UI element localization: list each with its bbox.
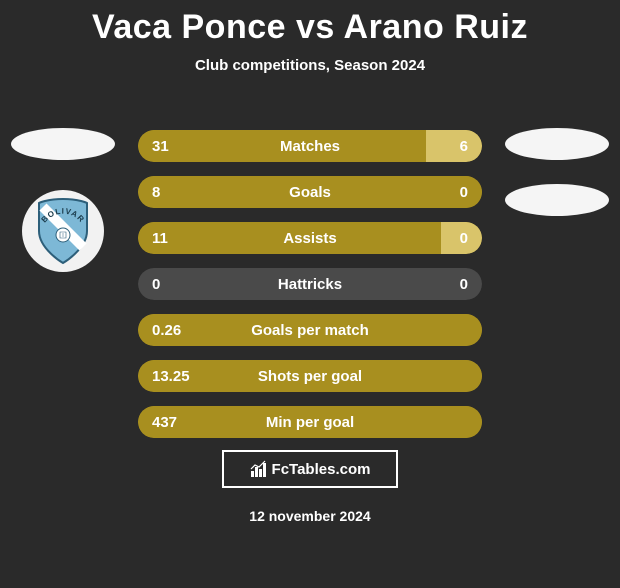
stat-row: 0.26Goals per match <box>138 314 482 346</box>
subtitle: Club competitions, Season 2024 <box>0 57 620 74</box>
bar-chart-icon <box>250 460 268 478</box>
stat-label: Min per goal <box>138 414 482 431</box>
page-title: Vaca Ponce vs Arano Ruiz <box>0 8 620 47</box>
team-logo-ellipse <box>11 128 115 160</box>
branding-text: FcTables.com <box>272 461 371 478</box>
stat-label: Hattricks <box>138 276 482 293</box>
vs-separator: vs <box>296 8 335 46</box>
footer-date: 12 november 2024 <box>0 508 620 524</box>
player2-name: Arano Ruiz <box>344 8 528 46</box>
stat-label: Assists <box>138 230 482 247</box>
right-team-logos <box>502 128 612 216</box>
stat-rows-container: 316Matches 80Goals 110Assists 00Hattricks 0.… <box>138 130 482 438</box>
stat-label: Matches <box>138 138 482 155</box>
branding-box: FcTables.com <box>222 450 398 488</box>
stat-row: 00Hattricks <box>138 268 482 300</box>
stat-row: 13.25Shots per goal <box>138 360 482 392</box>
team-logo-ellipse <box>505 128 609 160</box>
stat-label: Goals per match <box>138 322 482 339</box>
team-logo-ellipse <box>505 184 609 216</box>
player1-name: Vaca Ponce <box>92 8 286 46</box>
stat-row: 110Assists <box>138 222 482 254</box>
stat-row: 316Matches <box>138 130 482 162</box>
stat-label: Shots per goal <box>138 368 482 385</box>
shield-icon: BOLIVAR <box>33 197 93 265</box>
stat-row: 80Goals <box>138 176 482 208</box>
stat-row: 437Min per goal <box>138 406 482 438</box>
stat-label: Goals <box>138 184 482 201</box>
bolivar-shield-logo: BOLIVAR <box>22 190 104 272</box>
left-team-logos: BOLIVAR <box>8 128 118 272</box>
